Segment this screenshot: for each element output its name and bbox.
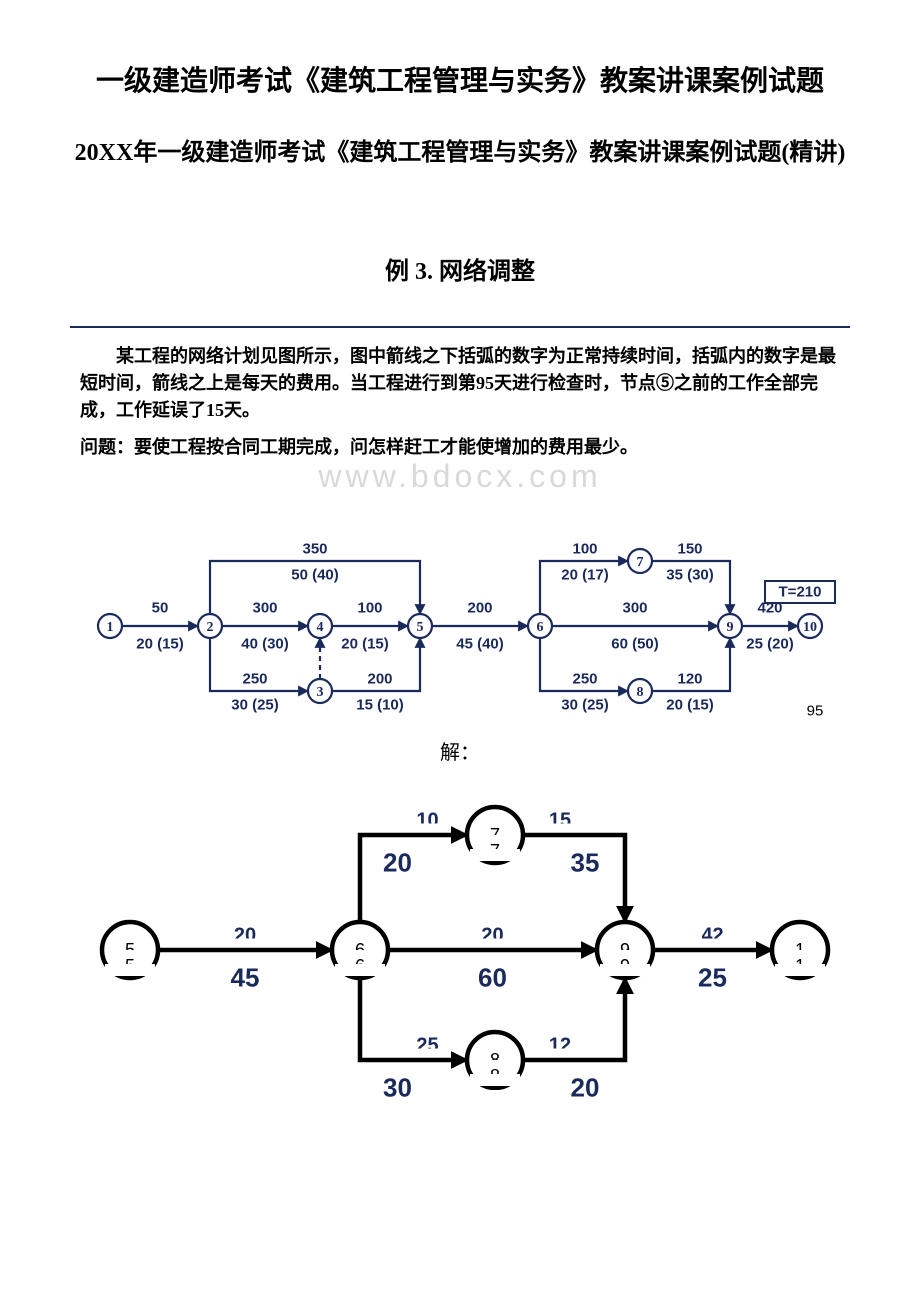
svg-text:2: 2: [207, 620, 214, 635]
diagram-label: 250: [242, 670, 267, 687]
diagram-label: 20: [571, 1072, 600, 1103]
diagram-label: 100: [357, 599, 382, 616]
diagram-label: 40 (30): [241, 635, 289, 652]
svg-text:5: 5: [417, 620, 424, 635]
question-text: 问题：要使工程按合同工期完成，问怎样赶工才能使增加的费用最少。: [80, 434, 840, 461]
diagram-label: 25: [698, 962, 727, 993]
diagram-label: 20: [383, 847, 412, 878]
diagram-label: 350: [302, 540, 327, 557]
diagram-label: 25 (20): [746, 635, 794, 652]
diagram-label: 200: [467, 599, 492, 616]
svg-text:3: 3: [317, 685, 324, 700]
svg-text:9: 9: [727, 620, 734, 635]
diagram-label: 20 (15): [666, 696, 714, 713]
diagram-label: 42: [701, 925, 723, 938]
diagram-label: 300: [622, 599, 647, 616]
diagram-label: 200: [367, 670, 392, 687]
problem-paragraph: 某工程的网络计划见图所示，图中箭线之下括弧的数字为正常持续时间，括弧内的数字是最…: [80, 343, 840, 424]
diagram-label: 20: [481, 925, 503, 938]
diagram-label: 60: [478, 962, 507, 993]
diagram-label: 30: [383, 1072, 412, 1103]
svg-text:6: 6: [537, 620, 544, 635]
network-diagram-1: 1 2 3 4 5 6 7 8 9 10 50 20 (15) 300 40 (30) 100 20 (15…: [70, 496, 850, 726]
page-subtitle: 20XX年一级建造师考试《建筑工程管理与实务》教案讲课案例试题(精讲): [70, 135, 850, 171]
diagram-label: 35 (30): [666, 566, 714, 583]
page-title: 一级建造师考试《建筑工程管理与实务》教案讲课案例试题: [70, 60, 850, 105]
svg-text:8: 8: [637, 685, 644, 700]
diagram-label: 45 (40): [456, 635, 504, 652]
diagram-label: 20 (15): [136, 635, 184, 652]
diagram-label: 15: [549, 810, 571, 823]
diagram-label: 35: [571, 847, 600, 878]
diagram-label: 300: [252, 599, 277, 616]
diagram-label: 120: [677, 670, 702, 687]
problem-box: 某工程的网络计划见图所示，图中箭线之下括弧的数字为正常持续时间，括弧内的数字是最…: [70, 326, 850, 726]
diagram-label: 10: [416, 810, 438, 823]
diagram-label: 150: [677, 540, 702, 557]
solution-label: 解：: [70, 736, 850, 765]
svg-text:7: 7: [637, 555, 644, 570]
svg-text:4: 4: [317, 620, 324, 635]
diagram-label: 20 (15): [341, 635, 389, 652]
svg-text:1: 1: [107, 620, 114, 635]
diagram-label: 420: [757, 599, 782, 616]
diagram-label: 30 (25): [561, 696, 609, 713]
section-title: 例 3. 网络调整: [70, 251, 850, 286]
diagram-label: 30 (25): [231, 696, 279, 713]
diagram1-svg: 1 2 3 4 5 6 7 8 9 10: [70, 496, 850, 726]
diagram-label: 20: [234, 925, 256, 938]
diagram-label: 12: [549, 1035, 571, 1048]
diagram-label: 50 (40): [291, 566, 339, 583]
diagram-label: 50: [152, 599, 169, 616]
diagram2-svg: 567891567891: [70, 780, 850, 1090]
diagram-label: 15 (10): [356, 696, 404, 713]
diagram-label: 250: [572, 670, 597, 687]
diagram-label: 25: [416, 1035, 438, 1048]
diagram-label: 100: [572, 540, 597, 557]
watermark-text: www.bdocx.com: [318, 458, 601, 495]
diagram-label: 95: [807, 702, 824, 719]
svg-text:10: 10: [803, 620, 817, 635]
diagram-label: 45: [231, 962, 260, 993]
network-diagram-2: 567891567891 204520604225102015352530122…: [70, 780, 850, 1090]
diagram-label: T=210: [779, 583, 822, 600]
diagram-label: 20 (17): [561, 566, 609, 583]
diagram-label: 60 (50): [611, 635, 659, 652]
